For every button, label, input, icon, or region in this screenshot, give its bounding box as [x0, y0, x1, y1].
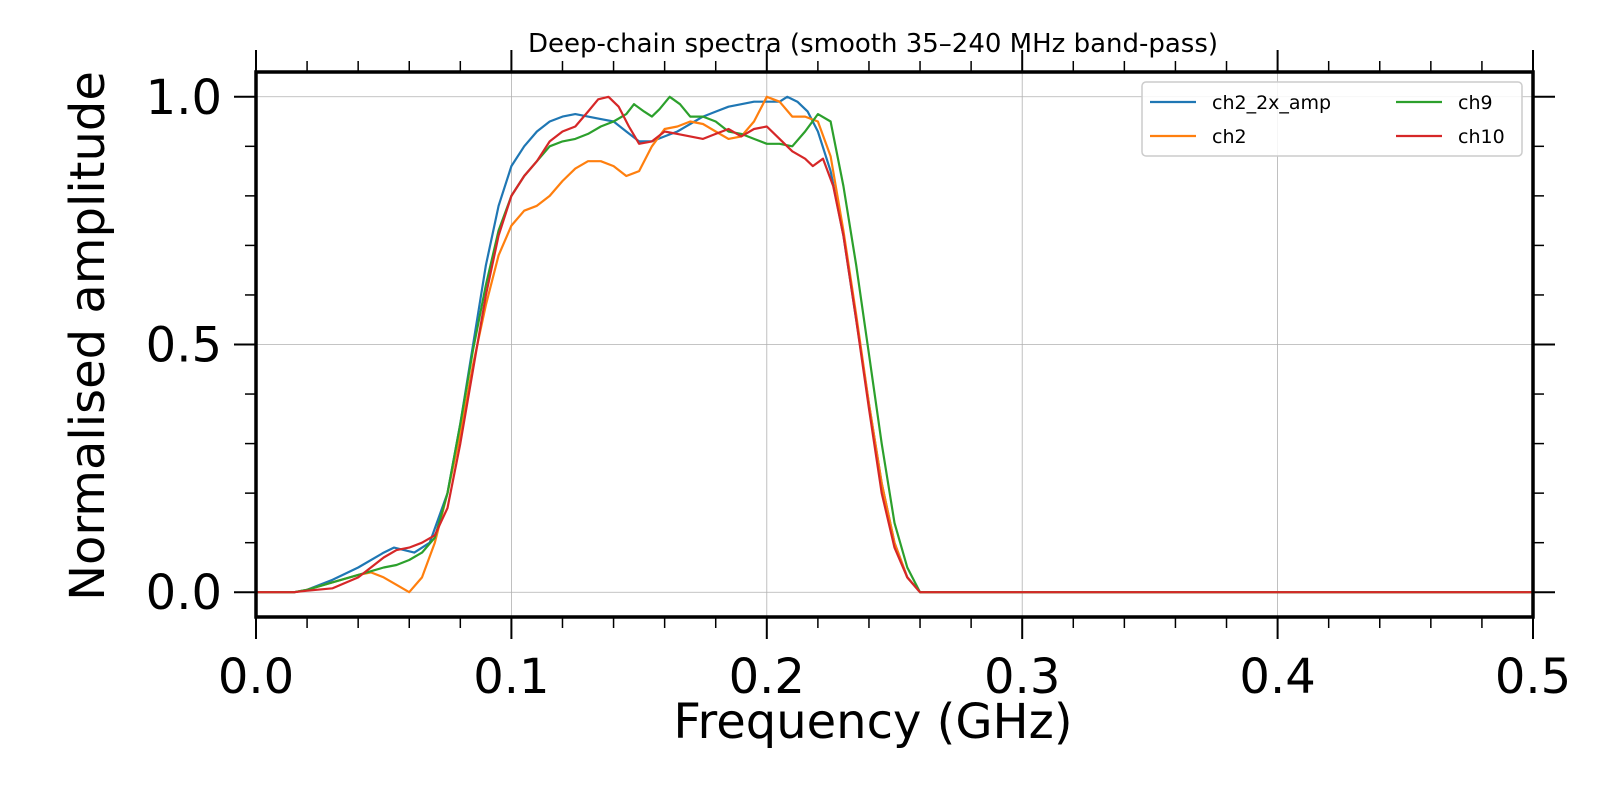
- y-axis-label: Normalised amplitude: [60, 71, 116, 601]
- y-tick-label: 0.5: [146, 318, 222, 374]
- y-tick-label: 0.0: [146, 565, 222, 621]
- chart-title: Deep-chain spectra (smooth 35–240 MHz ba…: [528, 29, 1218, 59]
- series-line-ch9: [254, 95, 1535, 594]
- x-axis-label: Frequency (GHz): [673, 694, 1072, 750]
- x-tick-label: 0.2: [729, 649, 805, 705]
- x-tick-label: 0.1: [473, 649, 549, 705]
- series-lines: [254, 95, 1535, 594]
- x-tick-label: 0.5: [1495, 649, 1571, 705]
- x-tick-label: 0.0: [218, 649, 294, 705]
- x-tick-label: 0.3: [984, 649, 1060, 705]
- series-line-ch2: [254, 95, 1535, 594]
- series-line-ch2_2x_amp: [254, 95, 1535, 594]
- tick-labels: 0.0 0.1 0.2 0.3 0.4 0.5 0.0 0.5 1.0: [146, 70, 1572, 705]
- y-tick-label: 1.0: [146, 70, 222, 126]
- legend-label-ch2_2x_amp: ch2_2x_amp: [1212, 92, 1331, 114]
- axis-ticks: [234, 50, 1555, 639]
- legend: ch2_2x_amp ch2 ch9 ch10: [1141, 81, 1523, 157]
- legend-label-ch9: ch9: [1458, 92, 1493, 114]
- legend-box: [1141, 81, 1523, 157]
- legend-label-ch10: ch10: [1458, 126, 1505, 148]
- series-line-ch10: [254, 95, 1535, 594]
- x-tick-label: 0.4: [1239, 649, 1315, 705]
- legend-label-ch2: ch2: [1212, 126, 1247, 148]
